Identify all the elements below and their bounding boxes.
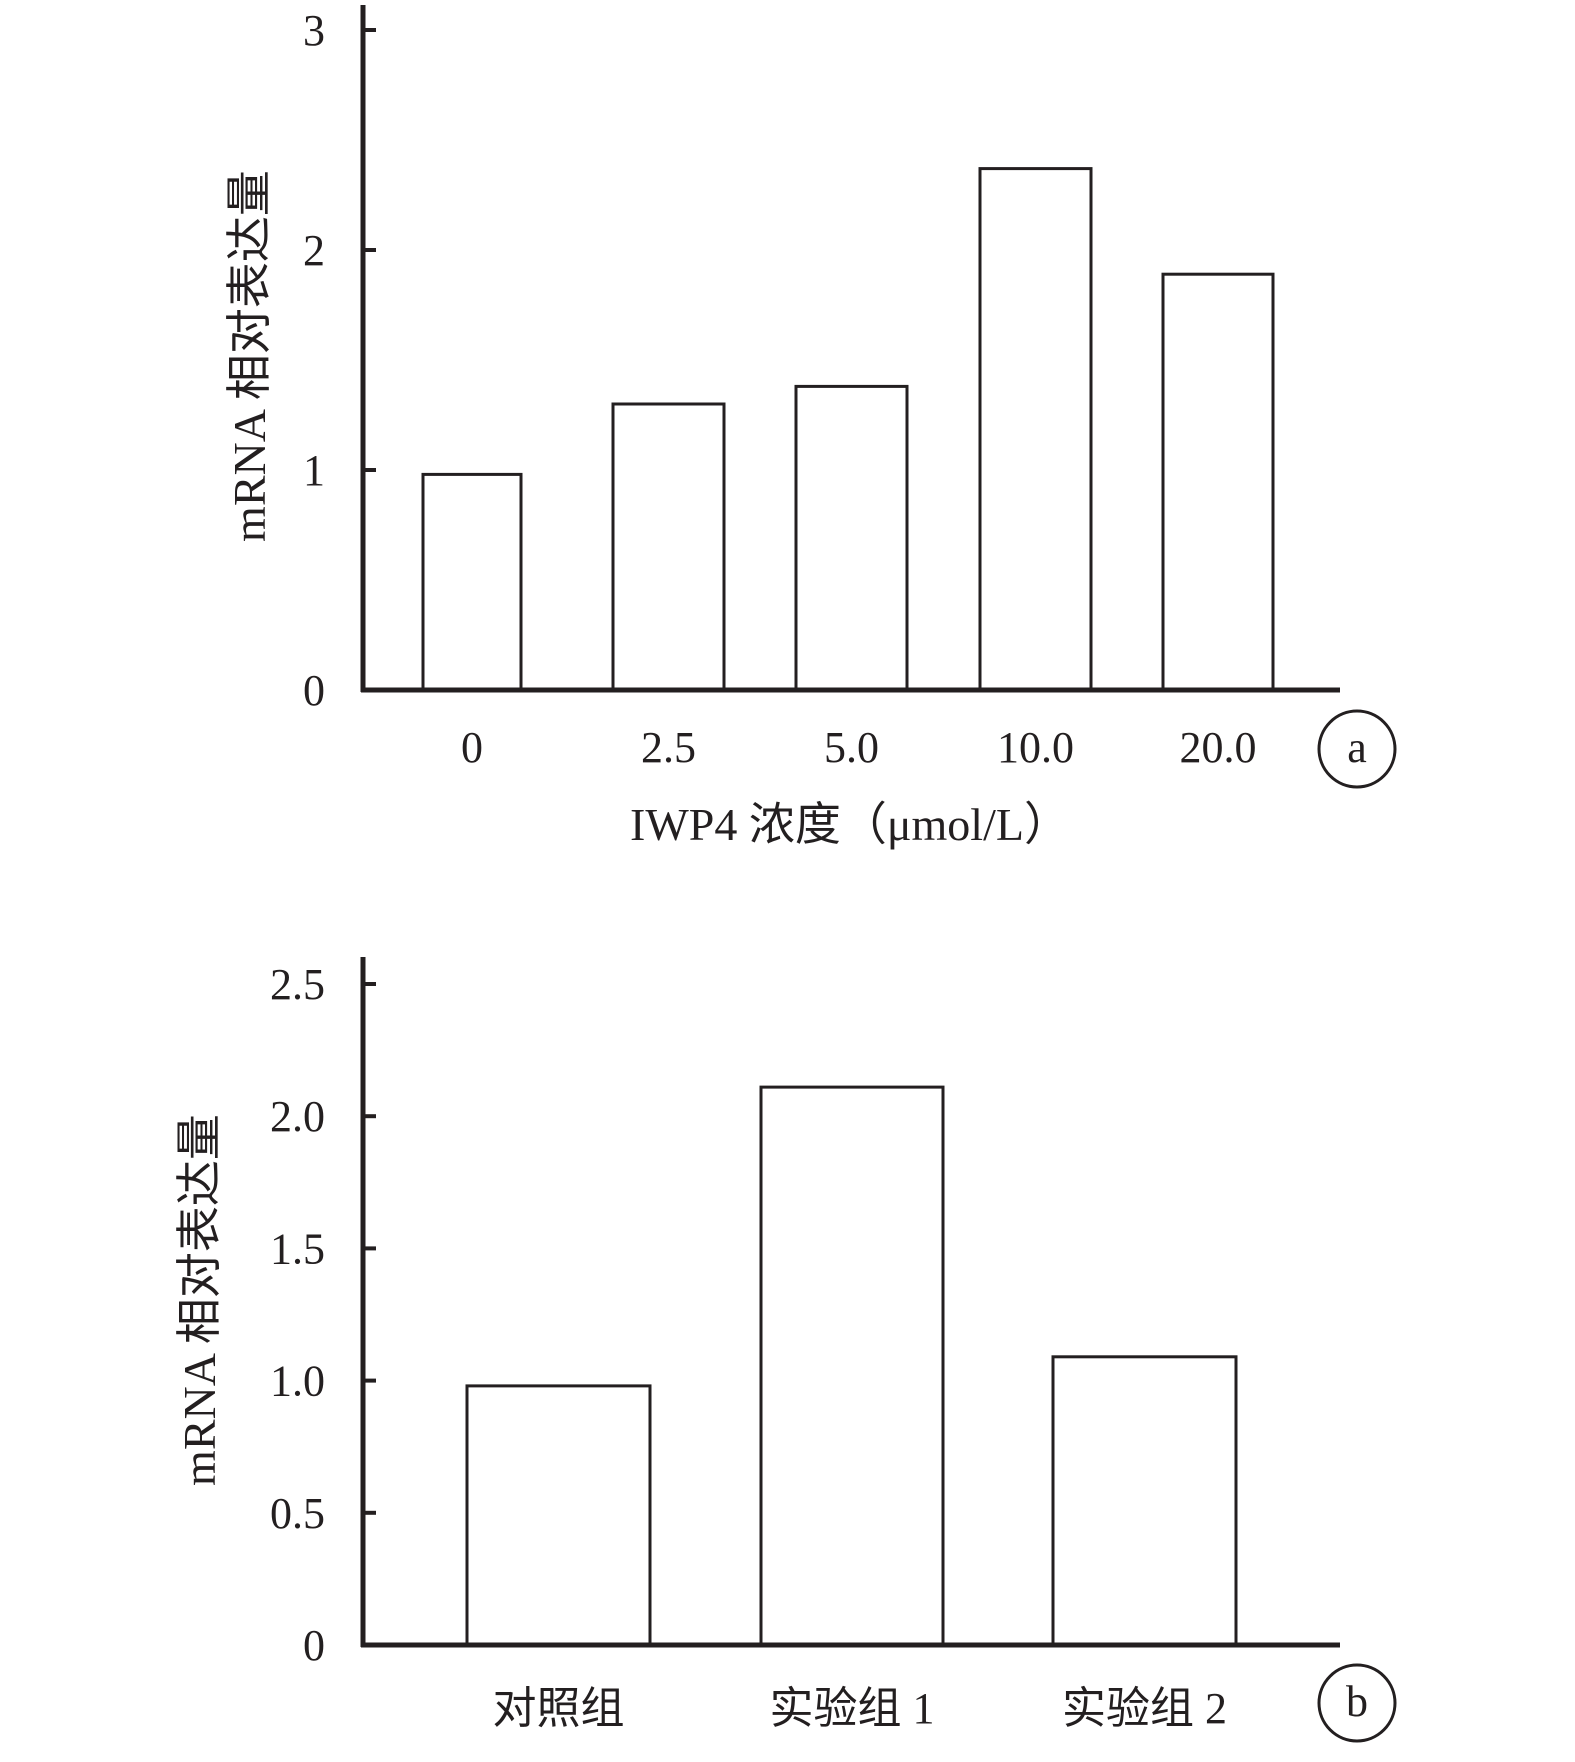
y-tick-label-b-2: 1.0	[270, 1357, 325, 1406]
y-tick-label-b-5: 2.5	[270, 960, 325, 1009]
bar-a-4	[1161, 272, 1275, 692]
x-tick-label-b-2: 实验组 2	[1062, 1684, 1227, 1733]
y-ticks-group-b: 0 0.5 1.0 1.5 2.0 2.5	[270, 960, 376, 1670]
y-tick-label-b-1: 0.5	[270, 1489, 325, 1538]
x-tick-label-a-3: 10.0	[997, 723, 1074, 772]
bar-a-2	[794, 384, 909, 692]
panel-label-a: a	[1347, 723, 1367, 772]
bars-group-a	[421, 167, 1275, 692]
x-tick-labels-group-b: 对照组 实验组 1 实验组 2	[493, 1684, 1228, 1733]
chart-panel-b: 0 0.5 1.0 1.5 2.0 2.5 对照组 实验组 1 实验组 2 mRNA 相对表达…	[174, 957, 1397, 1743]
y-tick-label-b-4: 2.0	[270, 1092, 325, 1141]
x-tick-label-b-0: 对照组	[493, 1684, 625, 1733]
panel-label-circle-b	[1317, 1663, 1397, 1743]
y-axis-title-b: mRNA 相对表达量	[174, 1114, 225, 1486]
panel-label-b: b	[1346, 1677, 1368, 1726]
x-tick-label-a-4: 20.0	[1180, 723, 1257, 772]
y-tick-label-b-3: 1.5	[270, 1224, 325, 1273]
y-tick-label-b-0: 0	[303, 1621, 325, 1670]
y-tick-label-a-0: 0	[303, 666, 325, 715]
y-tick-label-a-2: 2	[303, 226, 325, 275]
y-ticks-group-a: 0 1 2 3	[303, 6, 376, 715]
bars-group-b	[465, 1085, 1238, 1647]
y-tick-label-a-3: 3	[303, 6, 325, 55]
y-axis-title-a: mRNA 相对表达量	[224, 170, 275, 542]
bar-a-0	[421, 472, 523, 692]
x-tick-label-a-0: 0	[461, 723, 483, 772]
x-tick-labels-group-a: 0 2.5 5.0 10.0 20.0	[461, 723, 1257, 772]
x-tick-label-a-1: 2.5	[641, 723, 696, 772]
x-tick-label-a-2: 5.0	[824, 723, 879, 772]
chart-panel-a: 0 1 2 3 0 2.5 5.0 10.0 20.0 mRNA 相对表达量 IWP4 浓度（…	[224, 5, 1397, 850]
bar-a-3	[978, 167, 1093, 692]
panel-label-circle-a	[1317, 709, 1397, 789]
bar-b-0	[465, 1384, 652, 1647]
bar-b-2	[1051, 1355, 1238, 1647]
bar-a-1	[611, 402, 726, 692]
bar-b-1	[759, 1085, 945, 1647]
x-tick-label-b-1: 实验组 1	[770, 1684, 935, 1733]
y-tick-label-a-1: 1	[303, 446, 325, 495]
x-axis-title-a: IWP4 浓度（μmol/L）	[630, 799, 1070, 850]
